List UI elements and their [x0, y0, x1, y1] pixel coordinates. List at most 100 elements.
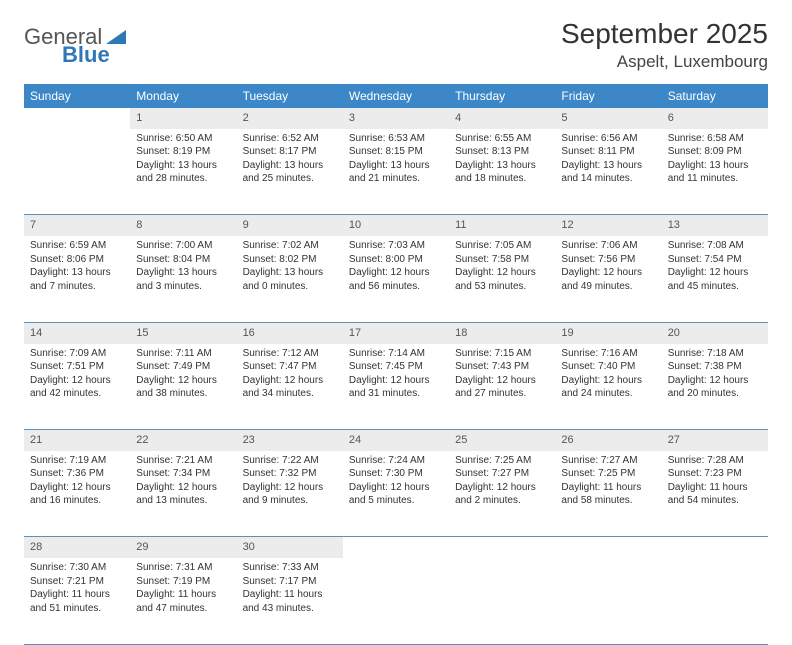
daylight-line1: Daylight: 13 hours: [349, 159, 443, 173]
daylight-line2: and 27 minutes.: [455, 387, 549, 401]
sunrise-text: Sunrise: 6:55 AM: [455, 132, 549, 146]
sunset-text: Sunset: 7:58 PM: [455, 253, 549, 267]
daylight-line1: Daylight: 12 hours: [561, 374, 655, 388]
calendar-cell: Sunrise: 6:56 AMSunset: 8:11 PMDaylight:…: [555, 129, 661, 215]
daylight-line1: Daylight: 12 hours: [455, 481, 549, 495]
sunrise-text: Sunrise: 7:02 AM: [243, 239, 337, 253]
calendar-cell: Sunrise: 6:52 AMSunset: 8:17 PMDaylight:…: [237, 129, 343, 215]
sunset-text: Sunset: 8:09 PM: [668, 145, 762, 159]
sunrise-text: Sunrise: 7:24 AM: [349, 454, 443, 468]
sunset-text: Sunset: 7:17 PM: [243, 575, 337, 589]
day-number: 13: [662, 215, 768, 236]
calendar-cell: Sunrise: 7:08 AMSunset: 7:54 PMDaylight:…: [662, 236, 768, 322]
calendar-cell: Sunrise: 7:05 AMSunset: 7:58 PMDaylight:…: [449, 236, 555, 322]
daynum-row: 21222324252627: [24, 430, 768, 451]
cell-body: Sunrise: 7:21 AMSunset: 7:34 PMDaylight:…: [130, 451, 236, 514]
day-number: 29: [130, 537, 236, 558]
day-number: 10: [343, 215, 449, 236]
sunrise-text: Sunrise: 7:09 AM: [30, 347, 124, 361]
calendar-cell: Sunrise: 7:14 AMSunset: 7:45 PMDaylight:…: [343, 344, 449, 430]
sunset-text: Sunset: 7:43 PM: [455, 360, 549, 374]
day-header: Sunday: [24, 84, 130, 108]
day-header: Thursday: [449, 84, 555, 108]
daylight-line1: Daylight: 11 hours: [561, 481, 655, 495]
sunset-text: Sunset: 7:40 PM: [561, 360, 655, 374]
daylight-line2: and 7 minutes.: [30, 280, 124, 294]
cell-body: Sunrise: 7:28 AMSunset: 7:23 PMDaylight:…: [662, 451, 768, 514]
daylight-line2: and 31 minutes.: [349, 387, 443, 401]
daylight-line2: and 47 minutes.: [136, 602, 230, 616]
sunset-text: Sunset: 7:45 PM: [349, 360, 443, 374]
day-number: 17: [343, 322, 449, 343]
calendar-row: Sunrise: 7:30 AMSunset: 7:21 PMDaylight:…: [24, 558, 768, 644]
cell-body: Sunrise: 6:59 AMSunset: 8:06 PMDaylight:…: [24, 236, 130, 299]
day-number: 18: [449, 322, 555, 343]
day-number: [662, 537, 768, 558]
calendar-cell: Sunrise: 7:25 AMSunset: 7:27 PMDaylight:…: [449, 451, 555, 537]
cell-body: Sunrise: 7:25 AMSunset: 7:27 PMDaylight:…: [449, 451, 555, 514]
sunset-text: Sunset: 7:25 PM: [561, 467, 655, 481]
daylight-line2: and 5 minutes.: [349, 494, 443, 508]
daylight-line1: Daylight: 12 hours: [30, 374, 124, 388]
calendar-row: Sunrise: 7:19 AMSunset: 7:36 PMDaylight:…: [24, 451, 768, 537]
calendar-cell: Sunrise: 7:21 AMSunset: 7:34 PMDaylight:…: [130, 451, 236, 537]
day-header: Wednesday: [343, 84, 449, 108]
daylight-line2: and 51 minutes.: [30, 602, 124, 616]
sunset-text: Sunset: 7:38 PM: [668, 360, 762, 374]
calendar-cell: Sunrise: 7:02 AMSunset: 8:02 PMDaylight:…: [237, 236, 343, 322]
daylight-line2: and 42 minutes.: [30, 387, 124, 401]
sunrise-text: Sunrise: 7:21 AM: [136, 454, 230, 468]
day-number: 23: [237, 430, 343, 451]
day-header: Friday: [555, 84, 661, 108]
calendar-cell: Sunrise: 6:53 AMSunset: 8:15 PMDaylight:…: [343, 129, 449, 215]
calendar-cell: Sunrise: 7:27 AMSunset: 7:25 PMDaylight:…: [555, 451, 661, 537]
calendar-cell: Sunrise: 6:58 AMSunset: 8:09 PMDaylight:…: [662, 129, 768, 215]
sunset-text: Sunset: 7:21 PM: [30, 575, 124, 589]
cell-body: Sunrise: 6:56 AMSunset: 8:11 PMDaylight:…: [555, 129, 661, 192]
day-number: 22: [130, 430, 236, 451]
daylight-line2: and 54 minutes.: [668, 494, 762, 508]
title-block: September 2025 Aspelt, Luxembourg: [561, 18, 768, 72]
calendar-table: Sunday Monday Tuesday Wednesday Thursday…: [24, 84, 768, 645]
daylight-line1: Daylight: 12 hours: [30, 481, 124, 495]
calendar-cell: Sunrise: 7:18 AMSunset: 7:38 PMDaylight:…: [662, 344, 768, 430]
daylight-line1: Daylight: 13 hours: [243, 159, 337, 173]
day-header: Saturday: [662, 84, 768, 108]
cell-body: Sunrise: 7:27 AMSunset: 7:25 PMDaylight:…: [555, 451, 661, 514]
daylight-line2: and 14 minutes.: [561, 172, 655, 186]
day-number: [449, 537, 555, 558]
sunset-text: Sunset: 7:51 PM: [30, 360, 124, 374]
day-number: [555, 537, 661, 558]
day-header: Tuesday: [237, 84, 343, 108]
daylight-line1: Daylight: 12 hours: [455, 374, 549, 388]
sunset-text: Sunset: 7:54 PM: [668, 253, 762, 267]
sunrise-text: Sunrise: 7:27 AM: [561, 454, 655, 468]
calendar-cell: Sunrise: 7:31 AMSunset: 7:19 PMDaylight:…: [130, 558, 236, 644]
calendar-cell: Sunrise: 7:11 AMSunset: 7:49 PMDaylight:…: [130, 344, 236, 430]
sunrise-text: Sunrise: 6:53 AM: [349, 132, 443, 146]
sunset-text: Sunset: 8:04 PM: [136, 253, 230, 267]
sunset-text: Sunset: 7:32 PM: [243, 467, 337, 481]
calendar-cell: Sunrise: 7:30 AMSunset: 7:21 PMDaylight:…: [24, 558, 130, 644]
calendar-cell: Sunrise: 7:22 AMSunset: 7:32 PMDaylight:…: [237, 451, 343, 537]
sunrise-text: Sunrise: 7:30 AM: [30, 561, 124, 575]
calendar-cell: [24, 129, 130, 215]
daylight-line1: Daylight: 13 hours: [455, 159, 549, 173]
cell-body: Sunrise: 7:18 AMSunset: 7:38 PMDaylight:…: [662, 344, 768, 407]
day-number: [24, 108, 130, 129]
calendar-cell: [343, 558, 449, 644]
page-header: General September 2025 Aspelt, Luxembour…: [24, 18, 768, 72]
calendar-cell: Sunrise: 7:19 AMSunset: 7:36 PMDaylight:…: [24, 451, 130, 537]
sunrise-text: Sunrise: 7:15 AM: [455, 347, 549, 361]
day-number: 20: [662, 322, 768, 343]
daylight-line1: Daylight: 12 hours: [349, 266, 443, 280]
day-number: 2: [237, 108, 343, 129]
calendar-cell: [555, 558, 661, 644]
day-number: 5: [555, 108, 661, 129]
cell-body: Sunrise: 7:22 AMSunset: 7:32 PMDaylight:…: [237, 451, 343, 514]
sunrise-text: Sunrise: 7:12 AM: [243, 347, 337, 361]
daylight-line1: Daylight: 12 hours: [455, 266, 549, 280]
daylight-line1: Daylight: 13 hours: [136, 159, 230, 173]
day-number: 24: [343, 430, 449, 451]
daylight-line1: Daylight: 12 hours: [243, 481, 337, 495]
